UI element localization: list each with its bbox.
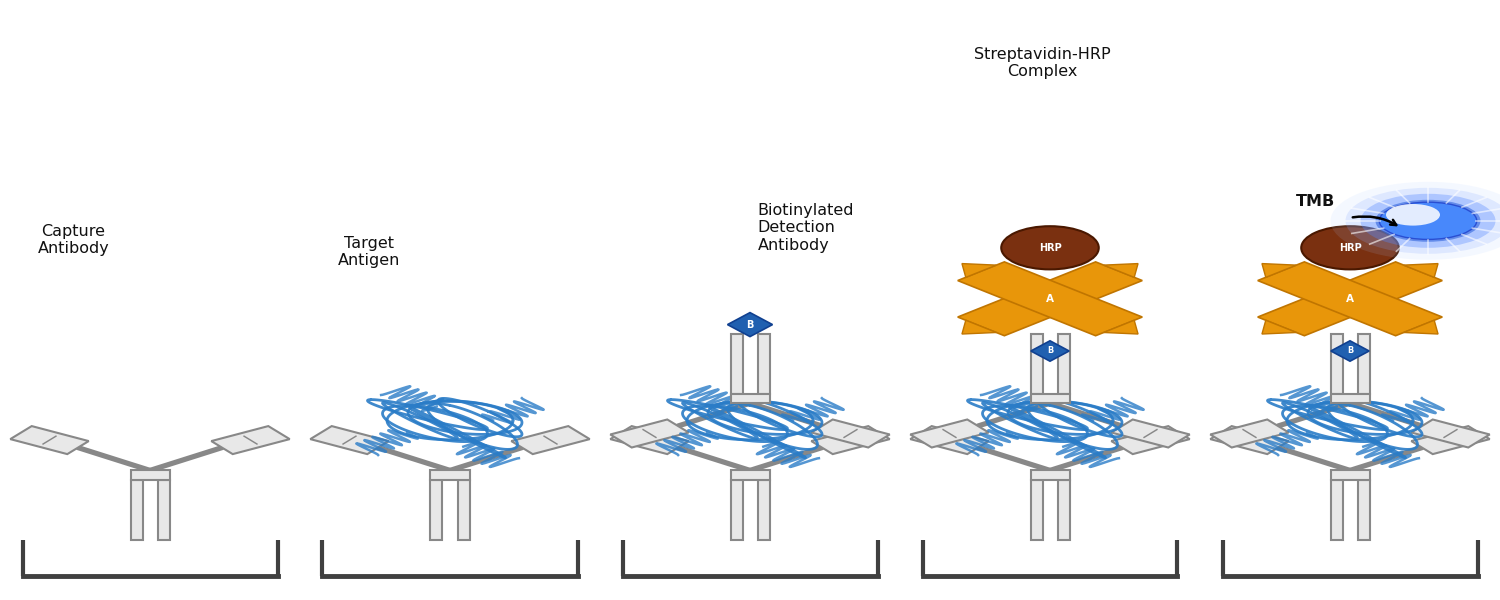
Polygon shape — [962, 320, 996, 334]
Text: HRP: HRP — [1338, 243, 1362, 253]
Text: B: B — [1347, 346, 1353, 355]
Bar — [730, 470, 770, 480]
Polygon shape — [962, 263, 996, 277]
Circle shape — [1346, 188, 1500, 254]
Bar — [430, 470, 470, 480]
Ellipse shape — [1002, 226, 1098, 269]
Polygon shape — [610, 426, 689, 454]
Polygon shape — [1412, 426, 1490, 454]
Text: B: B — [747, 320, 753, 329]
Polygon shape — [1257, 262, 1443, 336]
Circle shape — [1360, 194, 1496, 248]
Bar — [430, 480, 442, 540]
Bar — [158, 480, 170, 540]
Bar — [130, 470, 170, 480]
Polygon shape — [610, 419, 689, 448]
Polygon shape — [1104, 263, 1138, 277]
Polygon shape — [910, 419, 989, 448]
Text: Target
Antigen: Target Antigen — [338, 236, 400, 268]
Polygon shape — [1210, 426, 1288, 454]
Polygon shape — [1404, 263, 1438, 277]
Polygon shape — [1104, 320, 1138, 334]
Polygon shape — [512, 426, 590, 454]
Text: Biotinylated
Detection
Antibody: Biotinylated Detection Antibody — [758, 203, 853, 253]
Ellipse shape — [1380, 202, 1476, 239]
Bar — [1330, 394, 1370, 403]
Circle shape — [1330, 182, 1500, 260]
Polygon shape — [1412, 419, 1490, 448]
Polygon shape — [310, 426, 388, 454]
Polygon shape — [1330, 341, 1370, 361]
Polygon shape — [211, 426, 290, 454]
Polygon shape — [812, 426, 889, 454]
Text: A: A — [1346, 294, 1354, 304]
Polygon shape — [1257, 262, 1443, 336]
Circle shape — [1386, 204, 1440, 226]
Polygon shape — [1112, 419, 1190, 448]
Bar — [1058, 334, 1070, 394]
Bar — [758, 480, 770, 540]
Polygon shape — [910, 426, 989, 454]
Polygon shape — [957, 262, 1143, 336]
Ellipse shape — [1300, 226, 1398, 269]
Bar — [730, 480, 742, 540]
Text: Capture
Antibody: Capture Antibody — [38, 224, 109, 256]
Bar — [458, 480, 470, 540]
Text: TMB: TMB — [1296, 194, 1335, 209]
Bar — [1330, 480, 1342, 540]
Bar — [1030, 480, 1042, 540]
Text: A: A — [1046, 294, 1054, 304]
Polygon shape — [1112, 426, 1190, 454]
Bar — [1030, 470, 1069, 480]
Bar — [1358, 480, 1370, 540]
Text: Streptavidin-HRP
Complex: Streptavidin-HRP Complex — [974, 47, 1112, 79]
Polygon shape — [1404, 320, 1438, 334]
Bar — [1030, 394, 1069, 403]
Polygon shape — [1262, 320, 1296, 334]
Bar — [1058, 480, 1070, 540]
Polygon shape — [1030, 341, 1069, 361]
Polygon shape — [1210, 419, 1288, 448]
Bar — [730, 334, 742, 394]
Bar — [1330, 334, 1342, 394]
Bar — [1030, 334, 1042, 394]
Text: HRP: HRP — [1038, 243, 1062, 253]
Text: B: B — [1047, 346, 1053, 355]
Bar — [1358, 334, 1370, 394]
Circle shape — [1376, 200, 1480, 242]
Polygon shape — [812, 419, 889, 448]
Bar — [130, 480, 142, 540]
Polygon shape — [10, 426, 88, 454]
Polygon shape — [1262, 263, 1296, 277]
Bar — [730, 394, 770, 403]
Bar — [758, 334, 770, 394]
Bar — [1330, 470, 1370, 480]
Polygon shape — [728, 313, 772, 337]
Polygon shape — [957, 262, 1143, 336]
